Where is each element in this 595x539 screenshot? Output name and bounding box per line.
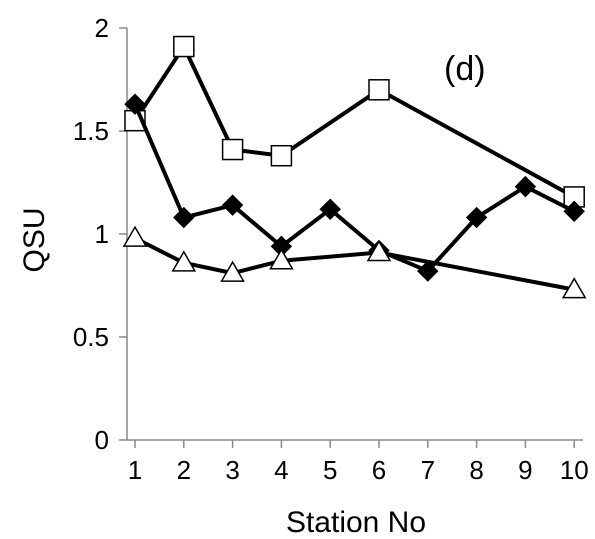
x-ticks: 1 2 3 4 5 6 7 8 9 10 (128, 440, 589, 485)
x-tick-label: 8 (469, 455, 483, 485)
y-tick-label: 0 (95, 425, 109, 455)
data-point-diamond (417, 260, 439, 282)
y-tick-label: 2 (95, 13, 109, 43)
data-point-diamond (514, 175, 537, 198)
x-axis-title: Station No (286, 506, 426, 539)
data-point-triangle (122, 225, 148, 247)
data-point-square (173, 35, 195, 58)
data-point-diamond (221, 194, 244, 216)
x-tick-label: 6 (372, 455, 386, 485)
x-tick-label: 9 (518, 455, 532, 485)
data-point-square (368, 79, 390, 101)
series-line (133, 103, 576, 274)
y-tick-label: 0.5 (73, 322, 109, 352)
x-tick-label: 10 (560, 455, 589, 485)
data-point-square (270, 144, 293, 167)
series-line (134, 236, 575, 292)
series-layer (122, 35, 587, 299)
data-point-diamond (319, 198, 341, 220)
data-point-triangle (366, 240, 392, 262)
series-triangle (122, 225, 587, 299)
data-point-triangle (220, 260, 245, 282)
data-point-diamond (563, 200, 585, 223)
data-point-diamond (465, 206, 488, 229)
data-point-triangle (561, 277, 587, 299)
series-line (133, 44, 576, 199)
y-tick-label: 1.5 (73, 116, 109, 146)
data-point-triangle (269, 248, 294, 270)
x-tick-label: 5 (323, 455, 337, 485)
panel-label: (d) (444, 50, 486, 88)
data-point-triangle (171, 250, 197, 272)
x-tick-label: 1 (128, 455, 142, 485)
y-tick-label: 1 (95, 219, 109, 249)
data-point-diamond (173, 206, 195, 229)
series-square (124, 35, 585, 208)
x-tick-label: 7 (421, 455, 435, 485)
axes (126, 28, 583, 441)
x-tick-label: 2 (177, 455, 191, 485)
x-tick-label: 4 (274, 455, 288, 485)
data-point-square (221, 138, 244, 161)
y-axis-title: QSU (18, 207, 51, 272)
y-ticks: 0 0.5 1 1.5 2 (73, 13, 127, 455)
x-tick-label: 3 (225, 455, 239, 485)
data-point-diamond (124, 93, 146, 115)
